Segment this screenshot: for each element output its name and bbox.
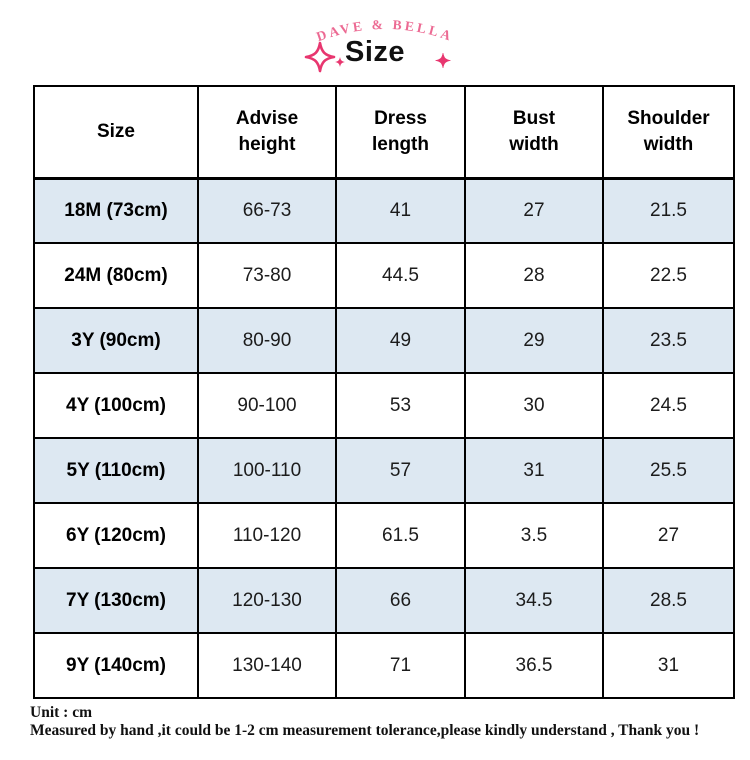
- advise-height-cell: 120-130: [197, 567, 337, 634]
- unit-note: Unit : cm: [30, 704, 92, 721]
- col-header-dress-length: Dress length: [335, 85, 466, 180]
- bust-width-cell: 28: [464, 242, 604, 309]
- shoulder-width-cell: 23.5: [602, 307, 735, 374]
- size-cell: 6Y (120cm): [33, 502, 199, 569]
- dress-length-cell: 61.5: [335, 502, 466, 569]
- bust-width-cell: 29: [464, 307, 604, 374]
- tolerance-note: Measured by hand ,it could be 1-2 cm mea…: [30, 721, 700, 739]
- bust-width-cell: 31: [464, 437, 604, 504]
- shoulder-width-cell: 31: [602, 632, 735, 699]
- table-row-18m: 18M (73cm) 66-73 41 27 21.5: [33, 177, 735, 244]
- size-cell: 7Y (130cm): [33, 567, 199, 634]
- table-header-row: Size Advise height Dress length Bust wid…: [33, 85, 735, 180]
- bust-width-cell: 30: [464, 372, 604, 439]
- bust-width-cell: 34.5: [464, 567, 604, 634]
- table-row-7y: 7Y (130cm) 120-130 66 34.5 28.5: [33, 567, 735, 634]
- advise-height-cell: 100-110: [197, 437, 337, 504]
- bust-width-cell: 3.5: [464, 502, 604, 569]
- sparkle-right-icon: [435, 52, 451, 69]
- advise-height-cell: 130-140: [197, 632, 337, 699]
- shoulder-width-cell: 22.5: [602, 242, 735, 309]
- size-table: Size Advise height Dress length Bust wid…: [33, 85, 735, 699]
- size-cell: 3Y (90cm): [33, 307, 199, 374]
- dress-length-cell: 41: [335, 177, 466, 244]
- advise-height-cell: 80-90: [197, 307, 337, 374]
- shoulder-width-cell: 21.5: [602, 177, 735, 244]
- advise-height-cell: 66-73: [197, 177, 337, 244]
- table-row-5y: 5Y (110cm) 100-110 57 31 25.5: [33, 437, 735, 504]
- dress-length-cell: 71: [335, 632, 466, 699]
- page-title: Size: [344, 36, 406, 68]
- col-header-bust-width: Bust width: [464, 85, 604, 180]
- small-sparkle-icon: [335, 57, 345, 67]
- dress-length-cell: 57: [335, 437, 466, 504]
- brand-arc: DAVE & BELLA: [314, 17, 452, 44]
- size-cell: 24M (80cm): [33, 242, 199, 309]
- shoulder-width-cell: 28.5: [602, 567, 735, 634]
- shoulder-width-cell: 27: [602, 502, 735, 569]
- dress-length-cell: 44.5: [335, 242, 466, 309]
- advise-height-cell: 110-120: [197, 502, 337, 569]
- small-sparkle-icon: [435, 52, 451, 69]
- shoulder-width-cell: 24.5: [602, 372, 735, 439]
- table-row-24m: 24M (80cm) 73-80 44.5 28 22.5: [33, 242, 735, 309]
- advise-height-cell: 73-80: [197, 242, 337, 309]
- table-row-6y: 6Y (120cm) 110-120 61.5 3.5 27: [33, 502, 735, 569]
- col-header-shoulder-width: Shoulder width: [602, 85, 735, 180]
- footer-notes: Unit : cm Measured by hand ,it could be …: [30, 704, 740, 739]
- bust-width-cell: 27: [464, 177, 604, 244]
- size-cell: 4Y (100cm): [33, 372, 199, 439]
- sparkle-left-icon: [304, 41, 345, 73]
- large-sparkle-icon: [304, 41, 336, 73]
- dress-length-cell: 53: [335, 372, 466, 439]
- size-cell: 18M (73cm): [33, 177, 199, 244]
- col-header-size: Size: [33, 85, 199, 180]
- size-cell: 5Y (110cm): [33, 437, 199, 504]
- col-header-advise-height: Advise height: [197, 85, 337, 180]
- dress-length-cell: 66: [335, 567, 466, 634]
- bust-width-cell: 36.5: [464, 632, 604, 699]
- table-row-4y: 4Y (100cm) 90-100 53 30 24.5: [33, 372, 735, 439]
- shoulder-width-cell: 25.5: [602, 437, 735, 504]
- advise-height-cell: 90-100: [197, 372, 337, 439]
- table-row-3y: 3Y (90cm) 80-90 49 29 23.5: [33, 307, 735, 374]
- size-table-container: Size Advise height Dress length Bust wid…: [33, 85, 735, 699]
- dress-length-cell: 49: [335, 307, 466, 374]
- table-row-9y: 9Y (140cm) 130-140 71 36.5 31: [33, 632, 735, 699]
- size-cell: 9Y (140cm): [33, 632, 199, 699]
